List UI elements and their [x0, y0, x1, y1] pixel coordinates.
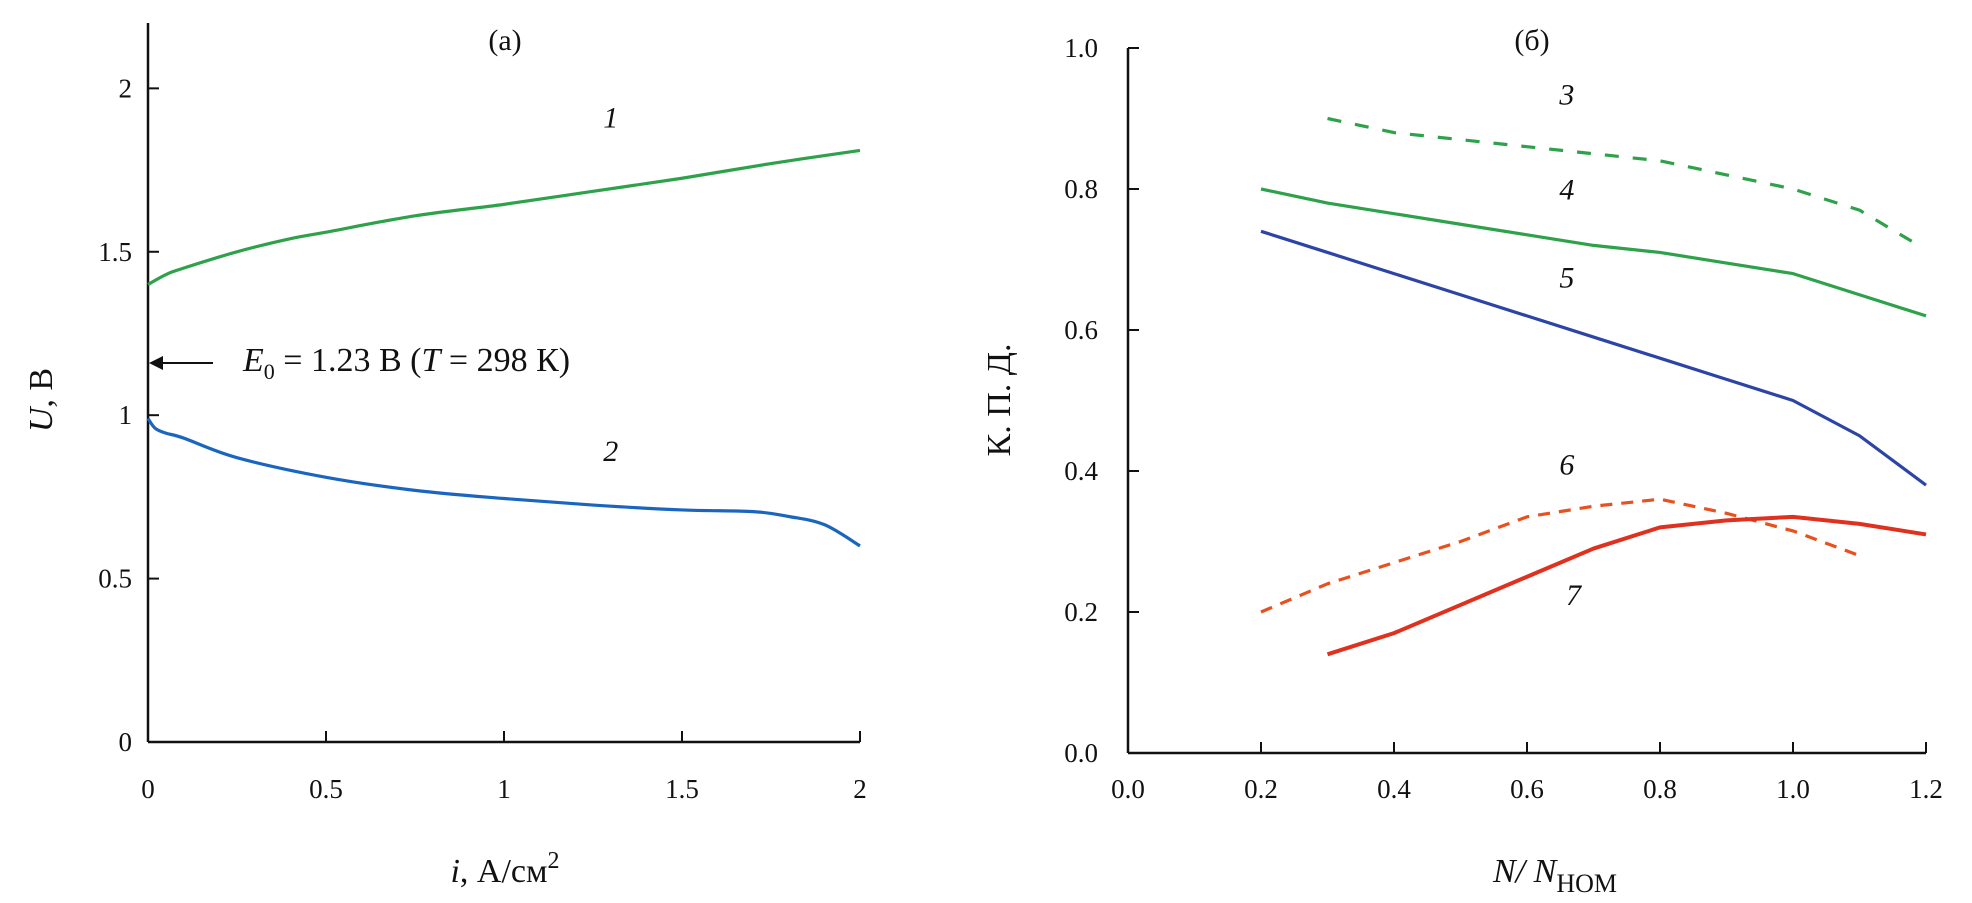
e0-arrow-head [149, 356, 163, 370]
y-tick-label: 2 [119, 73, 133, 103]
series-line-1 [147, 148, 861, 286]
y-tick-label: 0.4 [1064, 456, 1098, 486]
x-tick-label: 0 [141, 774, 155, 804]
series-line-6 [1260, 497, 1861, 614]
series-line-5 [1260, 229, 1927, 487]
y-tick-label: 0.6 [1064, 315, 1098, 345]
y-tick-label: 1 [119, 400, 133, 430]
x-axis-label-b-var: N/ N [1492, 853, 1559, 890]
y-tick-label: 1.0 [1064, 33, 1098, 63]
y-axis-label-a-unit: , В [23, 368, 60, 408]
series-b: 3 4 5 6 7 [1260, 78, 1927, 657]
y-tick-label: 0.5 [98, 564, 132, 594]
axes-a [146, 23, 860, 744]
x-tick-label: 1.0 [1776, 774, 1810, 804]
y-tick-label: 0.0 [1064, 738, 1098, 768]
y-axis-label-a: U, В [23, 368, 60, 432]
series-line-7 [1326, 514, 1927, 657]
y-axis-label-a-var: U [23, 405, 60, 432]
series-line-3 [1327, 116, 1914, 244]
series-label-6: 6 [1559, 449, 1574, 482]
x-tick-label: 0.0 [1111, 774, 1145, 804]
x-axis-label-a-var: i [450, 853, 459, 890]
e0-value-text: = 1.23 В ( [275, 342, 422, 379]
panel-label-b: (б) [1514, 24, 1549, 57]
series-label-3: 3 [1558, 78, 1574, 111]
x-axis-label-a-unit: , А/см [460, 853, 548, 890]
y-tick-label: 1.5 [98, 237, 132, 267]
x-axis-label-a-sup: 2 [548, 848, 560, 874]
e0-temp-text: = 298 К) [440, 342, 570, 379]
e0-symbol: E [242, 342, 264, 379]
x-tick-label: 0.8 [1643, 774, 1677, 804]
x-tick-label: 0.5 [309, 774, 343, 804]
ticks-a: 0 0.5 1 1.5 2 0 0.5 1 1.5 2 [98, 73, 867, 804]
y-tick-label: 0 [119, 727, 133, 757]
x-axis-label-b-sub: НОМ [1556, 869, 1617, 898]
x-tick-label: 1 [497, 774, 511, 804]
e0-annotation: E0 = 1.23 В (T = 298 К) [149, 342, 570, 384]
x-tick-label: 2 [853, 774, 867, 804]
ticks-b: 0.0 0.2 0.4 0.6 0.8 1.0 1.2 0.0 0.2 0.4 0.6 0.8 1.0 [1064, 33, 1943, 804]
panel-label-a: (a) [488, 24, 521, 57]
series-line-4 [1260, 187, 1927, 318]
x-axis-label-a: i, А/см2 [450, 848, 559, 890]
series-label-2: 2 [603, 435, 618, 468]
x-tick-label: 0.6 [1510, 774, 1544, 804]
chart-panel-a: 0 0.5 1 1.5 200.511.52 12 (a) U, В i, А/см2 … [23, 23, 867, 890]
x-tick-label: 1.2 [1909, 774, 1943, 804]
series-a: 12 [146, 102, 861, 548]
x-tick-label: 0.2 [1244, 774, 1278, 804]
e0-annotation-text: E0 = 1.23 В (T = 298 К) [242, 342, 570, 384]
y-tick-label: 0.2 [1064, 597, 1098, 627]
axes-b [1126, 48, 1926, 755]
chart-panel-b: 0.0 0.2 0.4 0.6 0.8 1.0 1.20.00.20.40.60.81.0 … [981, 24, 1943, 898]
y-axis-label-b: К. П. Д. [981, 344, 1018, 457]
e0-temp-symbol: T [421, 342, 442, 379]
series-label-4: 4 [1559, 174, 1574, 207]
series-label-1: 1 [603, 102, 618, 135]
x-tick-label: 0.4 [1377, 774, 1411, 804]
series-label-7: 7 [1566, 579, 1583, 612]
series-label-5: 5 [1559, 262, 1574, 295]
e0-subscript: 0 [264, 359, 275, 384]
y-tick-label: 0.8 [1064, 174, 1098, 204]
series-line-2 [146, 417, 861, 548]
x-tick-label: 1.5 [665, 774, 699, 804]
x-axis-label-b: N/ NНОМ [1492, 853, 1617, 898]
